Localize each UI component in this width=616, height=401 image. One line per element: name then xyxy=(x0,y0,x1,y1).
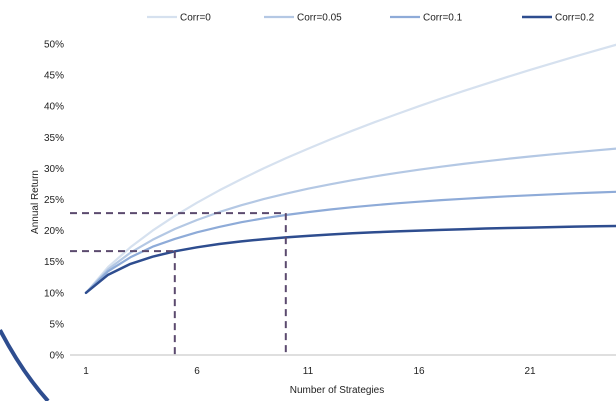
legend-label: Corr=0.1 xyxy=(423,13,463,24)
x-axis-title: Number of Strategies xyxy=(290,385,385,396)
y-tick-label: 25% xyxy=(44,195,64,206)
y-tick-label: 20% xyxy=(44,226,64,237)
y-tick-label: 10% xyxy=(44,288,64,299)
y-tick-label: 5% xyxy=(50,319,65,330)
series-line-2 xyxy=(84,147,616,294)
x-tick-label: 21 xyxy=(524,366,536,377)
y-tick-label: 40% xyxy=(44,102,64,113)
x-tick-label: 11 xyxy=(303,366,314,377)
y-tick-label: 45% xyxy=(44,71,64,82)
y-axis-ticks: 0% 5% 10% 15% 20% 25% 30% 35% 40% 45% 50% xyxy=(44,40,64,362)
x-tick-label: 6 xyxy=(194,366,200,377)
y-tick-label: 50% xyxy=(44,40,64,51)
guide-layer xyxy=(70,212,287,355)
legend-label: Corr=0.05 xyxy=(297,13,342,24)
series-line-3 xyxy=(84,190,616,294)
decorative-arc xyxy=(0,329,50,401)
x-tick-label: 1 xyxy=(83,366,89,377)
legend-label: Corr=0 xyxy=(180,13,211,24)
y-tick-label: 30% xyxy=(44,164,64,175)
series-layer xyxy=(84,43,616,295)
y-axis-title: Annual Return xyxy=(30,170,41,234)
legend-label: Corr=0.2 xyxy=(555,13,595,24)
x-tick-label: 16 xyxy=(413,366,425,377)
legend: Corr=0 Corr=0.05 Corr=0.1 Corr=0.2 xyxy=(147,13,595,24)
y-tick-label: 15% xyxy=(44,257,64,268)
y-tick-label: 35% xyxy=(44,133,64,144)
series-line-1 xyxy=(84,43,616,294)
y-tick-label: 0% xyxy=(50,351,65,362)
series-line-4 xyxy=(84,224,616,295)
x-axis-ticks: 1 6 11 16 21 xyxy=(83,366,536,377)
